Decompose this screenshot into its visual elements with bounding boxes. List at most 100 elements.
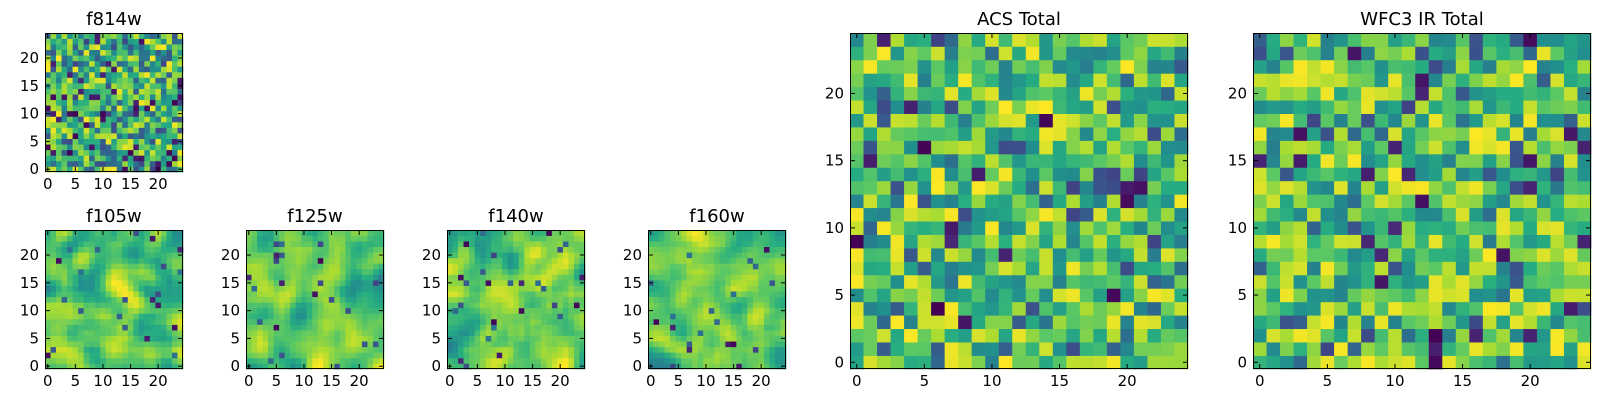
heatmap-cell (557, 335, 564, 342)
y-tick-label: 10 (825, 219, 844, 237)
heatmap-cell (725, 296, 732, 303)
heatmap-cell (138, 77, 145, 84)
heatmap-cell (138, 330, 145, 336)
heatmap-cell (780, 296, 787, 303)
heatmap-cell (177, 160, 184, 167)
heatmap-cell (917, 207, 932, 222)
heatmap-cell (50, 268, 57, 275)
heatmap-cell (290, 252, 297, 259)
heatmap-cell (469, 302, 475, 309)
heatmap-cell (758, 352, 765, 359)
heatmap-cell (985, 194, 1000, 209)
heatmap-cell (1106, 59, 1121, 74)
heatmap-cell (72, 246, 79, 253)
heatmap-cell (1347, 33, 1362, 47)
heatmap-cell (877, 140, 891, 155)
heatmap-cell (474, 252, 481, 259)
heatmap-cell (127, 318, 134, 325)
heatmap-cell (345, 324, 352, 331)
heatmap-cell (378, 341, 385, 348)
heatmap-cell (692, 241, 699, 248)
heatmap-cell (1496, 113, 1511, 128)
heatmap-cell (284, 268, 291, 275)
heatmap-cell (1536, 167, 1551, 182)
heatmap-cell (67, 83, 73, 89)
heatmap-cell (94, 274, 101, 281)
heatmap-cell (78, 291, 84, 298)
heatmap-cell (931, 274, 945, 289)
heatmap-cell (323, 241, 330, 248)
heatmap-cell (568, 235, 575, 242)
heatmap-cell (317, 363, 324, 370)
heatmap-cell (686, 230, 693, 236)
heatmap-cell (502, 296, 509, 303)
heatmap-cell (83, 352, 90, 359)
heatmap-cell (1482, 315, 1497, 330)
heatmap-cell (1374, 261, 1389, 276)
heatmap-cell (502, 241, 509, 248)
heatmap-cell (72, 280, 79, 286)
heatmap-cell (50, 252, 57, 259)
heatmap-cell (463, 335, 470, 342)
heatmap-cell (502, 318, 509, 325)
heatmap-cell (535, 313, 542, 320)
heatmap-cell (904, 274, 918, 289)
heatmap-cell (111, 77, 118, 84)
heatmap-cell (1293, 59, 1308, 74)
heatmap-cell (262, 235, 269, 242)
heatmap-cell (747, 363, 754, 370)
heatmap-cell (1093, 207, 1108, 222)
heatmap-cell (557, 318, 564, 325)
heatmap-cell (1496, 301, 1511, 316)
heatmap-cell (1106, 261, 1121, 276)
heatmap-cell (138, 363, 145, 370)
heatmap-cell (105, 155, 112, 162)
heatmap-cell (50, 33, 57, 39)
heatmap-cell (1320, 207, 1335, 222)
heatmap-cell (1133, 342, 1148, 356)
heatmap-cell (61, 302, 68, 309)
heatmap-cell (958, 73, 973, 88)
heatmap-cell (518, 313, 525, 320)
heatmap-cell (144, 66, 151, 73)
heatmap-cell (1482, 342, 1497, 356)
heatmap-cell (111, 105, 118, 112)
heatmap-cell (703, 357, 710, 364)
heatmap-cell (83, 313, 90, 320)
heatmap-cell (1442, 355, 1457, 370)
heatmap-cell (708, 280, 715, 286)
heatmap-cell (877, 33, 891, 47)
heatmap-cell (45, 268, 51, 275)
heatmap-cell (741, 324, 748, 331)
heatmap-cell (166, 263, 173, 270)
heatmap-cell (568, 296, 575, 303)
heatmap-cells (850, 33, 1189, 370)
heatmap-cell (1052, 153, 1067, 168)
y-tick-label: 10 (1228, 219, 1247, 237)
heatmap-cell (122, 99, 129, 106)
heatmap-cell (268, 324, 274, 331)
heatmap-cell (485, 324, 492, 331)
heatmap-cell (1174, 355, 1189, 370)
heatmap-cell (692, 324, 699, 331)
heatmap-cell (703, 341, 710, 348)
heatmap-cell (133, 280, 140, 286)
heatmap-cell (177, 324, 184, 331)
heatmap-cell (1347, 59, 1362, 74)
heatmap-cell (507, 268, 514, 275)
heatmap-cell (1536, 33, 1551, 47)
heatmap-cell (67, 144, 73, 151)
heatmap-cell (111, 280, 118, 286)
heatmap-cell (89, 330, 96, 336)
heatmap-cell (361, 335, 368, 342)
heatmap-cell (1455, 113, 1470, 128)
heatmap-cell (474, 296, 481, 303)
heatmap-cell (83, 285, 90, 292)
heatmap-cell (502, 268, 509, 275)
heatmap-cell (116, 296, 123, 303)
heatmap-cell (61, 318, 68, 325)
heatmap-cell (931, 46, 945, 61)
heatmap-cell (171, 55, 178, 62)
heatmap-cell (769, 285, 776, 292)
